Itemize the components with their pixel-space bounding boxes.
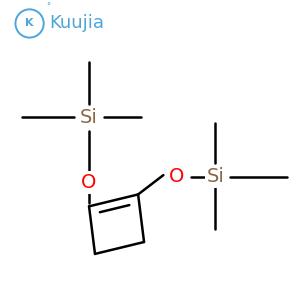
Text: Si: Si xyxy=(80,108,98,127)
Text: O: O xyxy=(169,167,184,186)
Text: O: O xyxy=(81,173,97,192)
Text: Si: Si xyxy=(206,167,224,186)
Text: K: K xyxy=(25,19,34,28)
Text: °: ° xyxy=(46,2,50,11)
Text: Kuujia: Kuujia xyxy=(49,14,104,32)
